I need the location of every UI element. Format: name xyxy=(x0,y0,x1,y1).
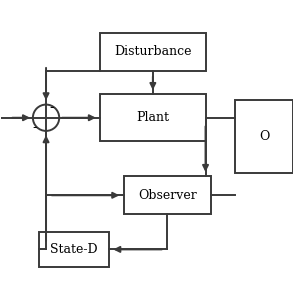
Text: -: - xyxy=(50,101,54,114)
Text: O: O xyxy=(259,130,269,143)
FancyBboxPatch shape xyxy=(100,33,206,71)
FancyBboxPatch shape xyxy=(235,100,293,173)
Circle shape xyxy=(33,105,59,131)
Text: Disturbance: Disturbance xyxy=(114,45,192,59)
Text: Plant: Plant xyxy=(136,111,169,124)
Text: -: - xyxy=(32,121,36,134)
FancyBboxPatch shape xyxy=(39,232,109,267)
Text: State-D: State-D xyxy=(50,243,98,256)
FancyBboxPatch shape xyxy=(123,176,211,214)
Text: Observer: Observer xyxy=(138,189,197,202)
FancyBboxPatch shape xyxy=(100,94,206,141)
